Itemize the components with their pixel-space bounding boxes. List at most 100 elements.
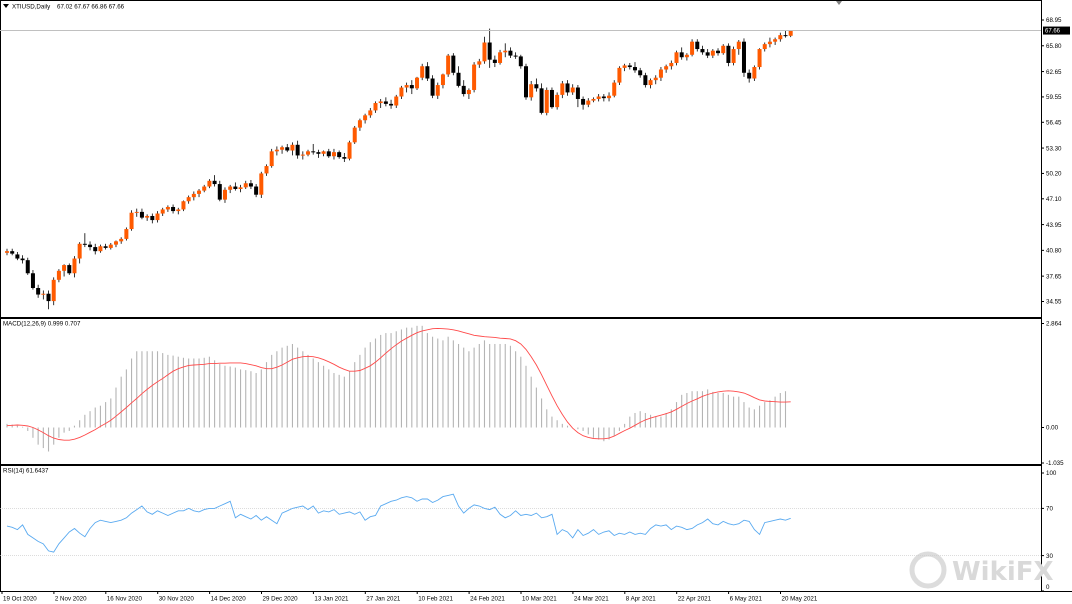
rsi-tick-label: 0 (1046, 584, 1050, 591)
candle-body-bull (243, 183, 248, 188)
time-axis-label: 20 May 2021 (782, 596, 818, 603)
candle (726, 43, 731, 67)
candle (197, 188, 202, 198)
candle-body-bear (254, 186, 259, 195)
candle (181, 200, 186, 212)
candle (425, 62, 430, 81)
candle-body-bull (710, 50, 715, 56)
candle-body-bull (529, 84, 534, 98)
candle (492, 55, 497, 68)
candle (638, 67, 643, 78)
price-tick-label: 68.95 (1046, 17, 1062, 24)
candle (695, 39, 700, 52)
rsi-line (6, 493, 791, 553)
candle (269, 148, 274, 168)
candle (440, 73, 445, 89)
candle-body-bear (695, 41, 700, 50)
candle-body-bull (446, 55, 451, 75)
candle-body-bear (461, 85, 466, 95)
candle (82, 233, 87, 248)
candle (684, 53, 689, 61)
candle-body-bull (503, 50, 508, 53)
candle-body-bull (134, 211, 139, 213)
candle (103, 243, 108, 250)
candle-body-bull (113, 241, 118, 245)
candle-body-bear (487, 42, 492, 60)
candle (762, 42, 767, 52)
candle-body-bear (311, 151, 316, 153)
macd-axis-ticks: 2.864 0.00 -1.035 (1041, 321, 1064, 467)
candle (155, 211, 160, 223)
candle-body-bear (565, 83, 570, 93)
candle (217, 180, 222, 202)
candle-body-bear (326, 151, 331, 157)
candle-body-bull (648, 80, 653, 86)
candle-body-bear (88, 244, 93, 248)
last-price-value: 67.66 (1045, 29, 1061, 35)
candle-body-bull (617, 67, 622, 83)
rsi-level-lines (0, 508, 1041, 556)
time-axis-label: 27 Jan 2021 (366, 596, 401, 603)
price-pane-border (0, 0, 1042, 318)
watermark-text: WikiFX (952, 557, 1054, 587)
candle-body-bear (534, 84, 539, 89)
candle (72, 256, 77, 278)
candle-body-bull (222, 189, 227, 200)
candle-body-bear (171, 206, 176, 212)
candle (570, 84, 575, 95)
candle-body-bull (191, 193, 196, 198)
candle (518, 54, 523, 69)
candle (658, 67, 663, 81)
candle (788, 30, 793, 38)
candle-body-bear (539, 88, 544, 113)
candle (534, 78, 539, 92)
candle (378, 98, 383, 108)
candle (88, 241, 93, 251)
candle-body-bull (767, 41, 772, 45)
dropdown-triangle-icon[interactable] (3, 4, 9, 8)
candle-body-bear (627, 65, 632, 68)
candle (171, 204, 176, 214)
candle (176, 207, 181, 215)
candle (228, 184, 233, 194)
candle (290, 142, 295, 156)
candle-body-bull (373, 103, 378, 111)
candle (466, 88, 471, 99)
candle (622, 63, 627, 72)
price-tick-label: 40.80 (1046, 248, 1062, 255)
candle (591, 97, 596, 103)
rsi-tick-label: 30 (1046, 553, 1053, 560)
candle-body-bear (643, 75, 648, 86)
rsi-tick-label: 100 (1046, 470, 1057, 477)
candle (20, 255, 25, 264)
candle (716, 48, 721, 56)
candle-body-bull (238, 187, 243, 189)
candle-body-bear (451, 55, 456, 73)
candle (134, 208, 139, 217)
candle (259, 171, 264, 198)
rsi-tick-label: 70 (1046, 506, 1053, 513)
candle-body-bull (498, 52, 503, 63)
time-axis-label: 24 Mar 2021 (574, 596, 609, 603)
candle (150, 213, 155, 224)
candle-body-bear (430, 78, 435, 96)
time-axis-label: 13 Jan 2021 (314, 596, 349, 603)
candle-body-bear (508, 50, 513, 56)
wikifx-logo-icon (909, 551, 947, 589)
candle (264, 164, 269, 176)
candle (238, 184, 243, 193)
candle-body-bull (415, 77, 420, 89)
candle (222, 187, 227, 203)
candle-body-bull (555, 94, 560, 108)
candle-body-bear (492, 59, 497, 63)
candle (165, 205, 170, 212)
candle (498, 49, 503, 65)
candle-body-bear (30, 273, 35, 288)
candle (212, 175, 217, 187)
candle-body-bear (82, 243, 87, 245)
price-tick-label: 37.65 (1046, 273, 1062, 280)
chart-shift-triangle-icon[interactable] (836, 1, 842, 5)
candle (207, 179, 212, 189)
candle (700, 45, 705, 55)
price-tick-label: 53.30 (1046, 145, 1062, 152)
